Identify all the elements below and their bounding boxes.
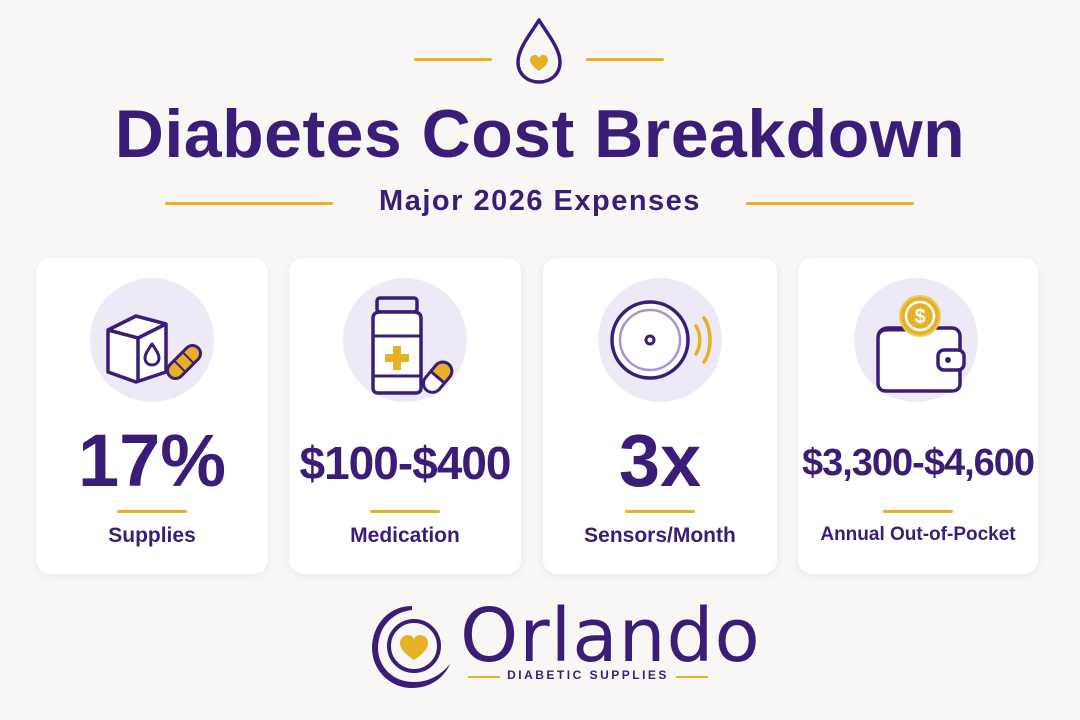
brand-name: Orlando <box>460 593 761 679</box>
stat-label: Supplies <box>108 524 196 547</box>
brand-logo: Orlando DIABETIC SUPPLIES <box>0 596 1080 696</box>
stat-value: 3x <box>618 419 702 502</box>
stat-divider <box>117 510 187 513</box>
tagline-line-left <box>468 676 500 678</box>
icon-circle <box>343 278 467 402</box>
stat-value: 17% <box>77 419 227 502</box>
drop-heart-icon <box>516 18 562 84</box>
subtitle-line-right <box>746 202 914 205</box>
stat-divider <box>370 510 440 513</box>
stat-divider <box>625 510 695 513</box>
stat-value: $100-$400 <box>299 437 512 489</box>
header: Diabetes Cost Breakdown Major 2026 Expen… <box>0 0 1080 240</box>
subtitle-line-left <box>165 202 333 205</box>
icon-circle: $ <box>854 278 978 402</box>
stat-divider <box>883 510 953 513</box>
wallet-coin-icon: $ <box>876 295 966 393</box>
page-title: Diabetes Cost Breakdown <box>114 96 966 172</box>
page-subtitle: Major 2026 Expenses <box>379 185 701 217</box>
medication-bottle-icon <box>371 296 454 395</box>
subtitle-row: Major 2026 Expenses <box>0 183 1080 223</box>
ornament-line-left <box>414 58 492 61</box>
stat-label: Sensors/Month <box>584 524 736 547</box>
stat-value: $3,300-$4,600 <box>801 442 1035 484</box>
stat-label: Annual Out-of-Pocket <box>820 524 1016 545</box>
tagline-line-right <box>676 676 708 678</box>
stat-card-supplies: 17% Supplies <box>36 258 268 574</box>
supplies-box-icon <box>106 314 202 384</box>
brand-tagline: DIABETIC SUPPLIES <box>507 668 669 682</box>
svg-text:$: $ <box>914 306 925 328</box>
stat-cards: 17% Supplies $100-$400 Medication <box>0 258 1080 576</box>
stat-label: Medication <box>350 524 460 547</box>
stat-card-annual-out-of-pocket: $ $3,300-$4,600 Annual Out-of-Pocket <box>798 258 1038 574</box>
stat-card-medication: $100-$400 Medication <box>289 258 521 574</box>
brand-tagline-row: DIABETIC SUPPLIES <box>468 668 708 684</box>
ornament-line-right <box>586 58 664 61</box>
icon-circle <box>90 278 214 402</box>
sensor-icon <box>610 300 712 380</box>
heart-hand-icon <box>372 606 450 688</box>
stat-card-sensors: 3x Sensors/Month <box>543 258 777 574</box>
icon-circle <box>598 278 722 402</box>
header-ornament <box>0 16 1080 88</box>
